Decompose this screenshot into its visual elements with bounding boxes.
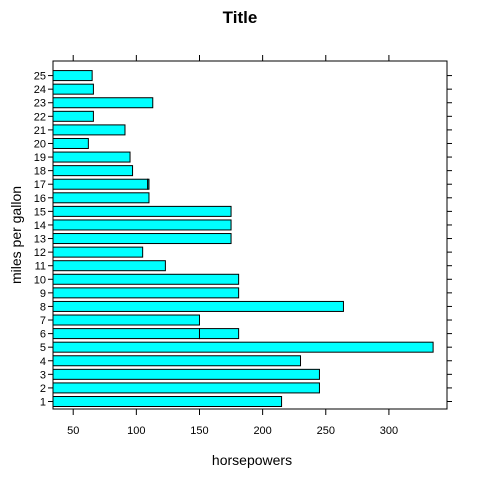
y-tick-label-17: 17 <box>34 179 46 191</box>
bars-layer <box>52 70 434 407</box>
x-tick-label-300: 300 <box>380 425 398 437</box>
y-tick-label-21: 21 <box>34 125 46 137</box>
y-tick-label-4: 4 <box>40 356 46 368</box>
y-tick-label-8: 8 <box>40 301 46 313</box>
bar-15 <box>52 205 232 217</box>
y-tick-label-1: 1 <box>40 397 46 409</box>
y-tick-label-11: 11 <box>35 261 46 273</box>
bar-24 <box>52 83 94 95</box>
bar-5 <box>52 341 434 353</box>
bar-3 <box>52 368 320 380</box>
y-tick-label-15: 15 <box>34 206 46 218</box>
x-axis-label: horsepowers <box>212 452 292 468</box>
bar-14 <box>52 219 232 231</box>
x-tick-label-50: 50 <box>67 425 79 437</box>
y-tick-label-16: 16 <box>34 193 46 205</box>
bar-13 <box>52 233 232 245</box>
y-tick-label-23: 23 <box>34 98 46 110</box>
bar-2 <box>52 382 320 394</box>
x-tick-label-200: 200 <box>253 425 271 437</box>
bar-12 <box>52 246 144 258</box>
bar-19 <box>52 151 131 163</box>
y-tick-label-19: 19 <box>34 152 46 164</box>
bar-21 <box>52 124 126 136</box>
y-axis: 1234567891011121314151617181920212223242… <box>34 71 452 409</box>
bar-17-seg-2 <box>147 178 150 190</box>
bar-8 <box>52 300 344 312</box>
y-tick-label-14: 14 <box>34 220 46 232</box>
x-tick-label-250: 250 <box>317 425 335 437</box>
bar-25 <box>52 70 93 82</box>
y-tick-label-2: 2 <box>40 383 46 395</box>
y-tick-label-13: 13 <box>34 234 46 246</box>
bar-11 <box>52 260 166 272</box>
bar-22 <box>52 110 94 122</box>
y-tick-label-22: 22 <box>34 111 46 123</box>
x-axis: 50 100 150 200 250 300 <box>67 55 398 437</box>
bar-10 <box>52 273 240 285</box>
bar-7 <box>52 314 200 326</box>
y-axis-label: miles per gallon <box>8 186 24 284</box>
y-tick-label-5: 5 <box>40 342 46 354</box>
bar-23 <box>52 97 154 109</box>
y-tick-label-6: 6 <box>40 329 46 341</box>
bar-20 <box>52 137 89 149</box>
bar-17-seg-1 <box>52 178 149 190</box>
y-tick-label-3: 3 <box>40 369 46 381</box>
x-tick-label-100: 100 <box>127 425 145 437</box>
x-tick-label-150: 150 <box>190 425 208 437</box>
bar-1 <box>52 396 283 407</box>
y-tick-label-7: 7 <box>40 315 46 327</box>
y-tick-label-25: 25 <box>34 71 46 83</box>
bar-6-seg-1 <box>52 328 200 340</box>
y-tick-label-24: 24 <box>34 84 46 96</box>
bar-6-seg-2 <box>198 328 240 340</box>
y-tick-label-18: 18 <box>34 166 46 178</box>
y-tick-label-20: 20 <box>34 138 46 150</box>
y-tick-label-12: 12 <box>34 247 46 259</box>
bar-9 <box>52 287 240 299</box>
y-tick-label-10: 10 <box>34 274 46 286</box>
chart-title: Title <box>223 8 258 27</box>
bar-16 <box>52 192 150 204</box>
y-tick-label-9: 9 <box>40 288 46 300</box>
bar-4 <box>52 355 302 367</box>
bar-18 <box>52 165 134 177</box>
